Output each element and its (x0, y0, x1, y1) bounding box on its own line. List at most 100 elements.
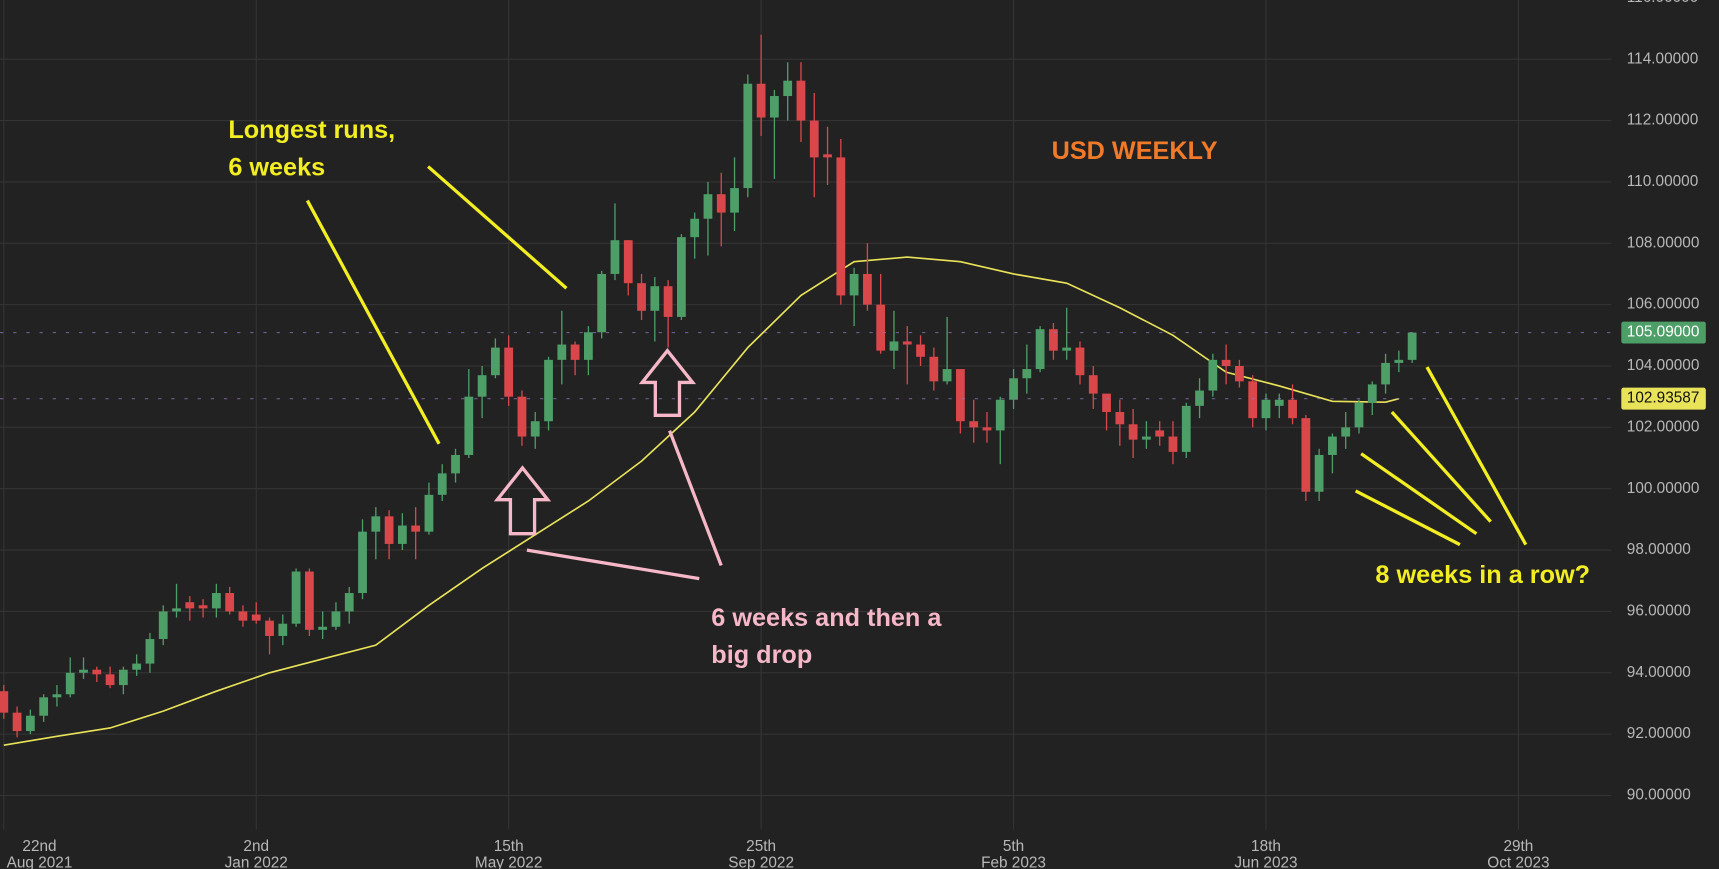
candle-body (663, 286, 673, 317)
annotation-line (1425, 366, 1528, 546)
candle-body (517, 396, 527, 437)
candle-body (809, 120, 819, 158)
candle-body (291, 571, 301, 624)
candle-body (1381, 362, 1390, 385)
candle-body (318, 626, 328, 630)
candle-body (12, 712, 22, 732)
candle-body (1062, 347, 1072, 351)
y-tick-label: 98.00000 (1627, 541, 1691, 558)
annotation-line (1360, 452, 1478, 536)
candle-body (610, 240, 620, 274)
candle-body (982, 427, 992, 431)
y-tick-label: 96.00000 (1627, 602, 1691, 619)
candle-body (265, 620, 274, 636)
candle-body (1341, 427, 1351, 437)
candle-body (132, 663, 142, 670)
candle-body (1354, 402, 1364, 428)
candle-body (145, 639, 155, 664)
candle-body (1075, 347, 1085, 376)
chart-title: USD WEEKLY (1052, 137, 1218, 165)
y-tick-label: 90.00000 (1627, 787, 1691, 804)
plot (0, 34, 1612, 746)
candle-body (743, 83, 753, 189)
candle-body (690, 218, 700, 238)
candle-body (929, 356, 939, 382)
candle-body (1274, 399, 1284, 406)
candle-body (118, 669, 128, 686)
candle-body (185, 602, 195, 609)
annotation-text: 6 weeks (228, 153, 325, 181)
candle-body (995, 399, 1005, 431)
annotation-line (1354, 489, 1461, 547)
candle-body (1102, 393, 1111, 413)
candle-body (1328, 436, 1337, 455)
candle-body (225, 593, 235, 612)
candle-body (796, 80, 806, 121)
candle-body (783, 80, 793, 97)
candle-body (52, 694, 62, 698)
annotation-text: Longest runs, (228, 116, 395, 144)
annotation-line (1390, 410, 1492, 523)
y-tick-label: 116.00000 (1627, 0, 1698, 6)
candle-body (1115, 412, 1125, 425)
candle-body (0, 691, 9, 713)
candle-body (1168, 436, 1178, 452)
ma-price-box (1621, 387, 1706, 410)
candle-body (836, 157, 846, 296)
candle-body (1407, 332, 1417, 360)
candle-body (477, 375, 487, 397)
y-tick-label: 104.00000 (1627, 357, 1700, 374)
candle-body (1394, 359, 1404, 363)
x-tick-label: 15th (494, 838, 524, 855)
candle-body (876, 304, 886, 351)
candle-body (530, 421, 540, 437)
annotation-arrow (638, 348, 697, 417)
candle-body (238, 611, 248, 621)
candle-body (1049, 329, 1058, 351)
candle-body (849, 273, 859, 296)
y-tick-label: 102.00000 (1627, 418, 1700, 435)
candle-body (1221, 359, 1231, 366)
candle-body (770, 96, 779, 118)
candle-body (1155, 430, 1165, 437)
candle-body (384, 516, 394, 544)
candle-body (677, 237, 686, 317)
candle-body (1022, 369, 1032, 379)
candle-body (956, 369, 965, 422)
x-tick-label: 2nd (243, 838, 269, 855)
candle-body (1208, 359, 1218, 391)
candle-body (583, 332, 593, 360)
y-tick-label: 110.00000 (1627, 173, 1698, 190)
candle-body (623, 240, 633, 284)
labels: 90.00000 92.00000 94.00000 96.00000 98.00000… (7, 0, 1706, 869)
x-tick-label: 5th (1003, 838, 1024, 855)
candle-body (756, 83, 766, 118)
candle-body (464, 396, 474, 455)
annotation-text: big drop (711, 641, 812, 669)
y-tick-label: 114.00000 (1627, 50, 1698, 67)
annotation-line (427, 165, 568, 290)
candle-body (25, 715, 35, 732)
candle-body (902, 341, 912, 345)
candle-body (105, 674, 115, 686)
candle-body (889, 341, 899, 351)
candle-body (251, 614, 261, 621)
candle-body (1261, 399, 1271, 419)
candle-body (411, 525, 421, 532)
candle-body (490, 347, 500, 376)
x-tick-sublabel: Jun 2023 (1234, 855, 1297, 869)
moving-average-line (3, 256, 1400, 746)
candle-body (39, 697, 49, 716)
candle-body (451, 454, 460, 474)
annotation-line (305, 199, 441, 445)
candle-body (1128, 424, 1138, 440)
candle-body (1301, 418, 1311, 492)
x-tick-sublabel: Oct 2023 (1487, 855, 1549, 869)
candle-body (344, 593, 354, 612)
x-tick-label: 22nd (22, 838, 56, 855)
candle-body (1142, 436, 1151, 440)
candle-body (1288, 399, 1297, 419)
candle-body (211, 593, 221, 609)
x-tick-sublabel: May 2022 (475, 855, 542, 869)
